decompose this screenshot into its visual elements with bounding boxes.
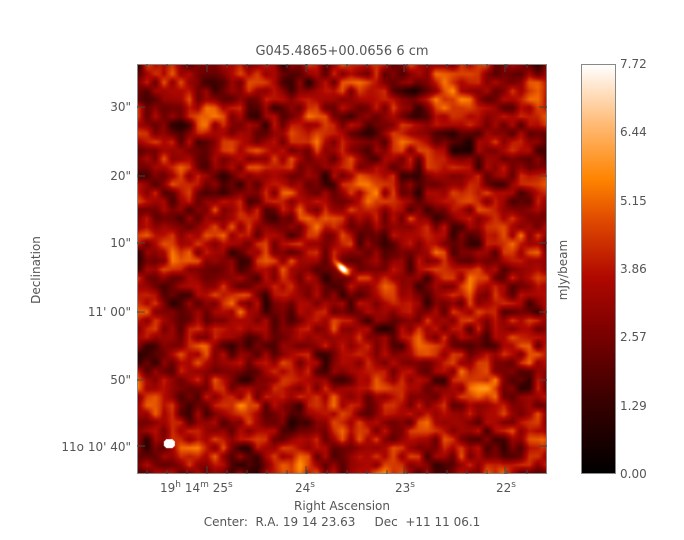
- y-axis-label: Declination: [29, 236, 43, 304]
- y-tick-label: 20": [110, 169, 131, 183]
- y-tick-label: 11' 00": [87, 305, 131, 319]
- x-tick-label: 23s: [395, 480, 415, 495]
- colorbar-label: mJy/beam: [556, 239, 570, 301]
- y-tick-label: 10": [110, 236, 131, 250]
- colorbar-tick-label: 0.00: [620, 466, 647, 481]
- colorbar-tick-label: 2.57: [620, 330, 647, 345]
- y-tick-label: 50": [110, 373, 131, 387]
- colorbar: [581, 64, 616, 474]
- center-coordinates: Center: R.A. 19 14 23.63 Dec +11 11 06.1: [203, 515, 481, 529]
- x-tick-label: 24s: [295, 480, 315, 495]
- x-tick-label: 19h 14m 25s: [160, 480, 233, 495]
- colorbar-tick-label: 7.72: [620, 57, 647, 71]
- colorbar-tick-label: 3.86: [620, 261, 647, 276]
- colorbar-tick-label: 1.29: [620, 398, 647, 413]
- colorbar-tick-label: 6.44: [620, 125, 647, 140]
- colorbar-tick-label: 5.15: [620, 193, 647, 208]
- chart-title: G045.4865+00.0656 6 cm: [255, 44, 429, 59]
- y-tick-label: 30": [110, 100, 131, 114]
- x-tick-label: 22s: [496, 480, 516, 495]
- radio-map-image: [137, 64, 547, 474]
- x-axis-label: Right Ascension: [294, 499, 390, 513]
- y-tick-label: 11o 10' 40": [61, 440, 131, 454]
